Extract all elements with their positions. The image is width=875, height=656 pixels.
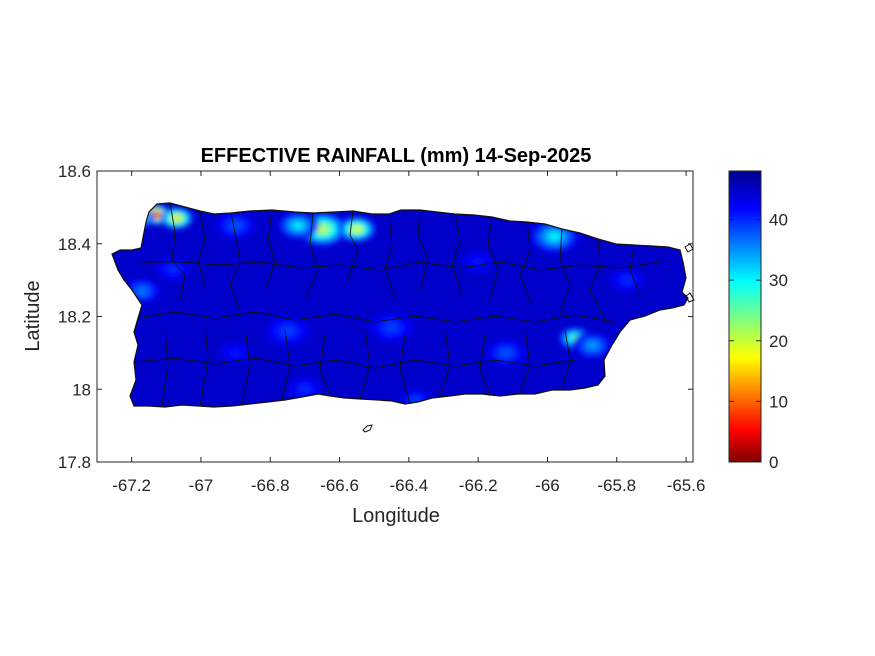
municipality-boundary [281,329,291,401]
rainfall-hotspot [385,323,398,332]
x-tick-label: -66.4 [389,476,428,495]
y-axis-label: Latitude [22,280,44,351]
municipality-boundary [241,329,251,405]
colorbar-tick-label: 30 [769,271,788,290]
colorbar: 0 10 20 30 40 [728,170,788,472]
y-tick-label: 18.6 [58,162,91,181]
rainfall-hotspot [299,385,310,393]
municipality-boundary [199,324,209,407]
municipality-boundary [451,213,463,296]
colorbar-tick-label: 0 [769,453,778,472]
plot-area [96,170,695,463]
rainfall-hotspot [549,233,560,240]
y-tick-label: 18.2 [58,308,91,327]
municipality-boundary [197,210,206,286]
municipality-boundary [487,216,499,301]
y-ticks: 18.6 18.4 18.2 18 17.8 [58,162,693,472]
rainfall-hotspot [622,276,633,284]
municipality-boundary [169,202,186,301]
rainfall-hotspot [230,349,241,357]
municipality-boundary [589,238,606,321]
x-tick-label: -66.2 [459,476,498,495]
rainfall-hotspot [168,265,179,273]
rainfall-hotspot [473,258,484,266]
municipality-boundary [629,244,641,296]
colorbar-tick-label: 10 [769,392,788,411]
desecheo-outline [684,243,695,303]
municipality-boundary [264,209,276,291]
municipality-boundary [141,261,661,271]
municipality-boundary [519,221,533,306]
x-tick-label: -66.8 [251,476,290,495]
municipality-boundary [135,357,576,369]
x-ticks: -67.2 -67 -66.8 -66.6 -66.4 -66.2 -66 -65.8 -65.… [112,171,705,495]
municipality-boundary [229,212,241,311]
municipality-boundary [347,210,359,281]
rainfall-field [112,203,688,407]
municipality-boundary [161,329,169,406]
rainfall-hotspot [281,327,294,335]
municipality-boundary [319,334,331,397]
rainfall-hotspot [173,216,181,221]
municipality-boundary [417,209,429,291]
y-tick-label: 18 [72,380,91,399]
y-tick-label: 18.4 [58,235,91,254]
rainfall-hotspot [353,226,361,232]
municipality-boundary [304,212,319,301]
municipality-boundary [384,213,396,301]
municipality-boundary [439,329,451,397]
colorbar-tick-label: 40 [769,211,788,230]
rainfall-hotspot [152,212,159,217]
municipality-boundary [479,334,491,397]
x-tick-label: -65.8 [597,476,636,495]
chart-title: EFFECTIVE RAINFALL (mm) 14-Sep-2025 [201,145,592,167]
rainfall-hotspot [137,288,147,294]
x-tick-label: -67 [189,476,214,495]
x-tick-label: -66 [535,476,560,495]
municipality-boundary [561,329,571,391]
rainfall-hotspot [500,349,511,357]
x-tick-label: -67.2 [112,476,151,495]
municipality-boundary [359,329,371,400]
colorbar-gradient [728,170,762,463]
municipality-boundary [399,334,411,405]
municipality-boundaries [135,202,661,407]
y-tick-label: 17.8 [58,453,91,472]
colorbar-tick-label: 20 [769,332,788,351]
municipality-boundary [137,311,616,323]
rainfall-hotspot [317,225,328,233]
municipality-boundary [559,228,571,316]
rainfall-hotspot [293,222,303,229]
municipality-boundary [519,329,531,395]
vieques-outline [362,424,373,433]
rainfall-hotspot [230,222,241,229]
rainfall-hotspot [588,342,597,349]
x-tick-label: -66.6 [320,476,359,495]
x-tick-label: -65.6 [667,476,706,495]
x-axis-label: Longitude [352,505,440,527]
colorbar-ticks: 0 10 20 30 40 [729,211,788,472]
